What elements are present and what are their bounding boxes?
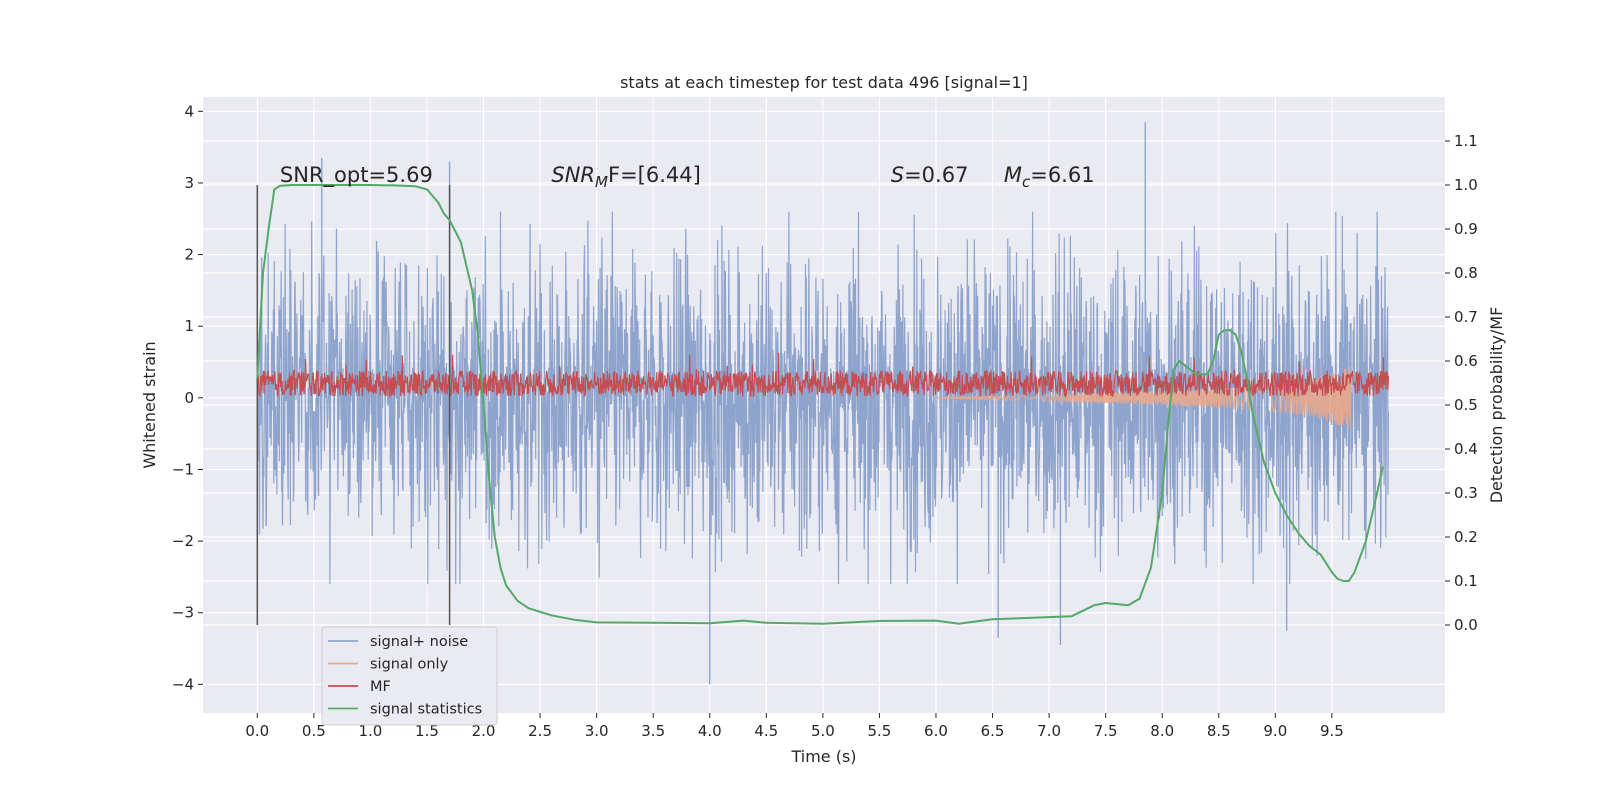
x-tick-label-15: 7.5 bbox=[1094, 722, 1118, 740]
legend-label-2: MF bbox=[370, 679, 391, 695]
y-axis-right-label: Detection probability/MF bbox=[1487, 307, 1506, 504]
y-tick-label-3: −1 bbox=[172, 460, 194, 478]
y-tick-label-1: −3 bbox=[172, 604, 194, 622]
y-right-tick-label-8: 0.8 bbox=[1454, 264, 1478, 282]
x-tick-label-5: 2.5 bbox=[528, 722, 552, 740]
legend: signal+ noise signal only MF signal statist… bbox=[321, 626, 498, 726]
x-tick-label-10: 5.0 bbox=[811, 722, 835, 740]
x-tick-label-13: 6.5 bbox=[981, 722, 1005, 740]
y-right-tick-label-1: 0.1 bbox=[1454, 572, 1478, 590]
y-tick-label-6: 2 bbox=[184, 246, 194, 264]
x-tick-label-8: 4.0 bbox=[698, 722, 722, 740]
x-tick-label-16: 8.0 bbox=[1150, 722, 1174, 740]
y-tick-label-5: 1 bbox=[184, 317, 194, 335]
x-tick-label-11: 5.5 bbox=[867, 722, 891, 740]
y-right-tick-label-5: 0.5 bbox=[1454, 396, 1478, 414]
x-tick-label-7: 3.5 bbox=[641, 722, 665, 740]
x-tick-label-9: 4.5 bbox=[754, 722, 778, 740]
vertical-markers bbox=[256, 185, 451, 625]
x-tick-label-14: 7.0 bbox=[1037, 722, 1061, 740]
y-tick-label-0: −4 bbox=[172, 675, 194, 693]
x-tick-label-18: 9.0 bbox=[1263, 722, 1287, 740]
y-right-tick-label-3: 0.3 bbox=[1454, 484, 1478, 502]
signal-only-series bbox=[936, 366, 1352, 429]
y-tick-label-2: −2 bbox=[172, 532, 194, 550]
x-axis-label: Time (s) bbox=[790, 747, 856, 766]
annotation-2: S=0.67 bbox=[891, 163, 969, 187]
mf-line bbox=[256, 352, 1389, 399]
x-tick-label-0: 0.0 bbox=[245, 722, 269, 740]
y-right-tick-label-4: 0.4 bbox=[1454, 440, 1478, 458]
y-right-tick-label-10: 1.0 bbox=[1454, 176, 1478, 194]
annotation-0: SNR_opt=5.69 bbox=[280, 163, 433, 188]
x-tick-label-6: 3.0 bbox=[585, 722, 609, 740]
x-tick-label-3: 1.5 bbox=[415, 722, 439, 740]
signal-statistics-series bbox=[256, 184, 1384, 625]
annotation-1: SNRMF=[6.44] bbox=[551, 163, 700, 191]
legend-box bbox=[321, 626, 498, 726]
y-tick-label-7: 3 bbox=[184, 174, 194, 192]
x-tick-label-1: 0.5 bbox=[302, 722, 326, 740]
annotation-3: Mc=6.61 bbox=[1004, 163, 1095, 191]
y-right-tick-label-2: 0.2 bbox=[1454, 528, 1478, 546]
y-tick-label-8: 4 bbox=[184, 102, 194, 120]
x-tick-label-12: 6.0 bbox=[924, 722, 948, 740]
mf-series bbox=[256, 352, 1389, 399]
y-axis-label: Whitened strain bbox=[140, 341, 159, 468]
y-right-tick-label-9: 0.9 bbox=[1454, 220, 1478, 238]
ticks: 0.0 0.5 1.0 1.5 2.0 2.5 3.0 3.5 4.0 4.5 5.0 5.5 6.0 6… bbox=[172, 102, 1478, 740]
x-tick-label-19: 9.5 bbox=[1320, 722, 1344, 740]
chart-title: stats at each timestep for test data 496… bbox=[620, 73, 1028, 92]
x-tick-label-4: 2.0 bbox=[472, 722, 496, 740]
y-right-tick-label-6: 0.6 bbox=[1454, 352, 1478, 370]
y-right-tick-label-0: 0.0 bbox=[1454, 616, 1478, 634]
annotations: SNR_opt=5.69 SNRMF=[6.44] S=0.67 Mc=6.61 bbox=[280, 163, 1095, 191]
y-right-tick-label-11: 1.1 bbox=[1454, 132, 1478, 150]
y-tick-label-4: 0 bbox=[184, 389, 194, 407]
x-tick-label-17: 8.5 bbox=[1207, 722, 1231, 740]
signal-statistics-line bbox=[256, 184, 1384, 625]
y-right-tick-label-7: 0.7 bbox=[1454, 308, 1478, 326]
legend-label-1: signal only bbox=[370, 657, 449, 673]
legend-label-0: signal+ noise bbox=[370, 634, 468, 650]
legend-label-3: signal statistics bbox=[370, 702, 482, 718]
signal-only-line bbox=[936, 366, 1352, 429]
x-tick-label-2: 1.0 bbox=[358, 722, 382, 740]
